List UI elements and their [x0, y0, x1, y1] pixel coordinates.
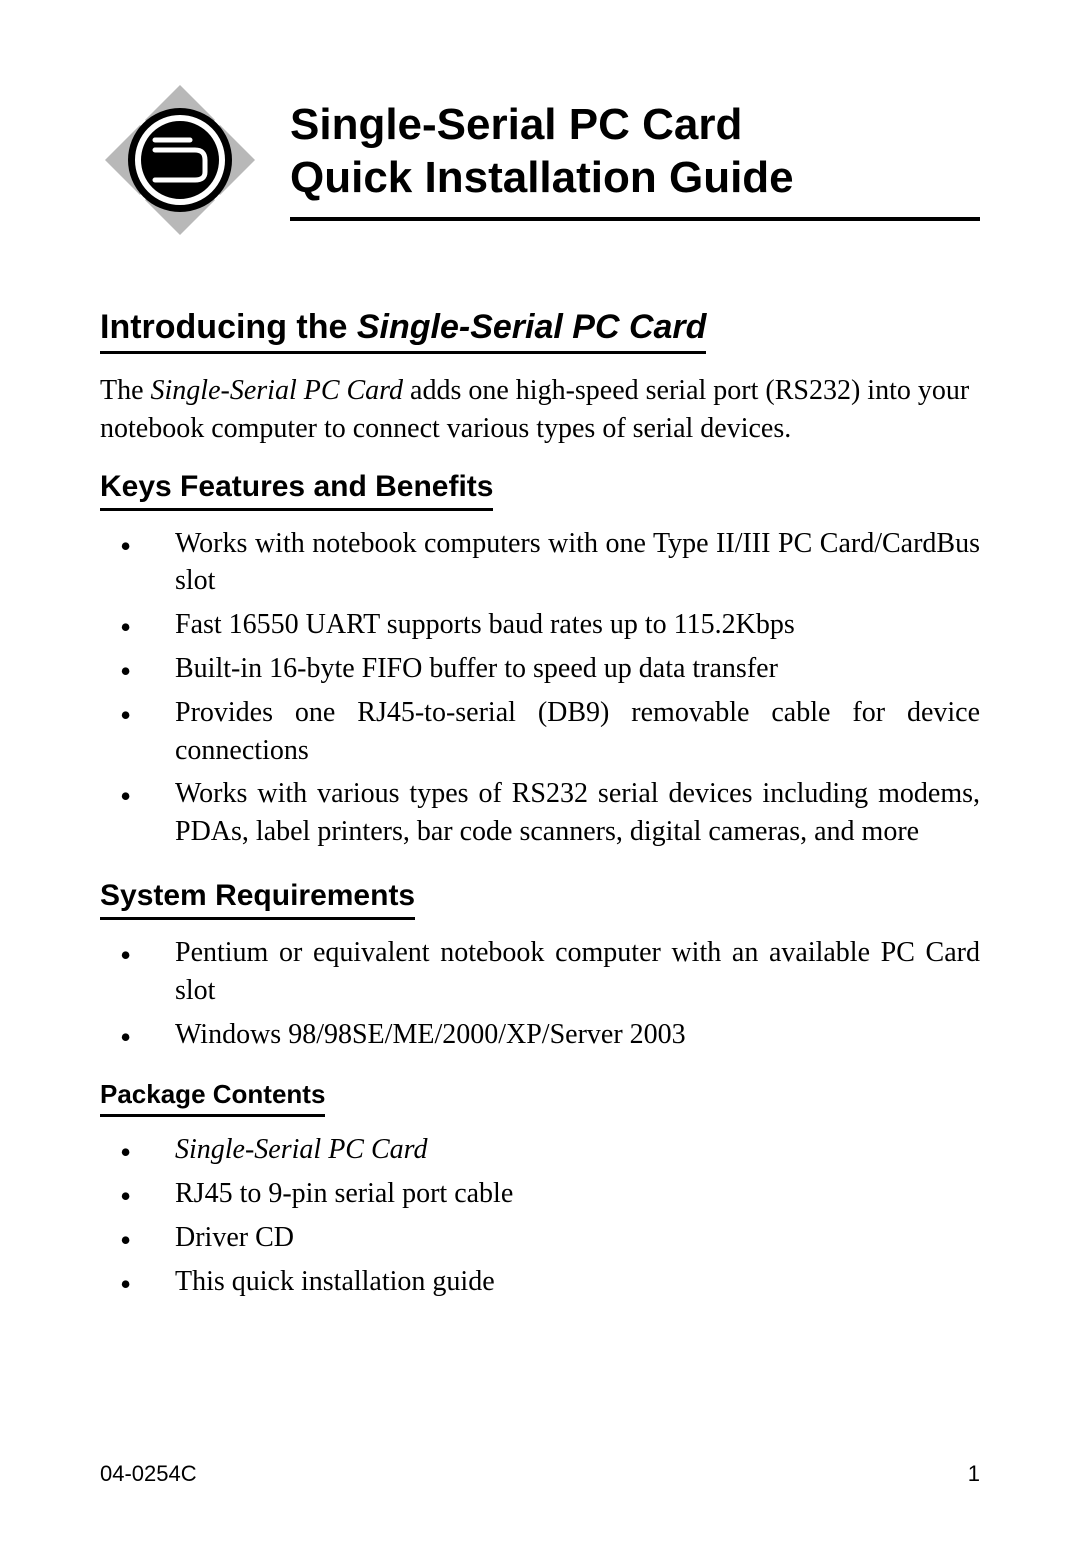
sysreq-heading: System Requirements	[100, 879, 415, 920]
list-item: Fast 16550 UART supports baud rates up t…	[100, 606, 980, 644]
package-heading: Package Contents	[100, 1079, 325, 1117]
footer-page-number: 1	[968, 1461, 980, 1487]
list-item: This quick installation guide	[100, 1263, 980, 1301]
sysreq-list: Pentium or equivalent notebook computer …	[100, 934, 980, 1053]
intro-heading-prefix: Introducing the	[100, 308, 357, 346]
title-line-1: Single-Serial PC Card	[290, 99, 980, 152]
list-item: Windows 98/98SE/ME/2000/XP/Server 2003	[100, 1016, 980, 1054]
pc-card-logo-icon	[100, 80, 260, 240]
document-header: Single-Serial PC Card Quick Installation…	[100, 80, 980, 240]
page-footer: 04-0254C 1	[100, 1461, 980, 1487]
intro-paragraph: The Single-Serial PC Card adds one high-…	[100, 372, 980, 448]
intro-body-prefix: The	[100, 375, 151, 406]
list-item: RJ45 to 9-pin serial port cable	[100, 1175, 980, 1213]
features-list: Works with notebook computers with one T…	[100, 525, 980, 851]
intro-heading: Introducing the Single-Serial PC Card	[100, 308, 706, 354]
footer-doc-code: 04-0254C	[100, 1461, 197, 1487]
list-item: Provides one RJ45-to-serial (DB9) remova…	[100, 694, 980, 770]
title-underline	[290, 217, 980, 221]
list-item: Pentium or equivalent notebook computer …	[100, 934, 980, 1010]
intro-body-italic: Single-Serial PC Card	[151, 375, 404, 406]
list-item: Driver CD	[100, 1219, 980, 1257]
title-block: Single-Serial PC Card Quick Installation…	[290, 99, 980, 221]
list-item: Built-in 16-byte FIFO buffer to speed up…	[100, 650, 980, 688]
list-item: Works with various types of RS232 serial…	[100, 775, 980, 851]
intro-heading-italic: Single-Serial PC Card	[357, 308, 707, 346]
package-list: Single-Serial PC Card RJ45 to 9-pin seri…	[100, 1131, 980, 1300]
package-item-italic: Single-Serial PC Card	[175, 1134, 428, 1165]
features-heading: Keys Features and Benefits	[100, 470, 493, 511]
list-item: Single-Serial PC Card	[100, 1131, 980, 1169]
title-line-2: Quick Installation Guide	[290, 152, 980, 205]
list-item: Works with notebook computers with one T…	[100, 525, 980, 601]
